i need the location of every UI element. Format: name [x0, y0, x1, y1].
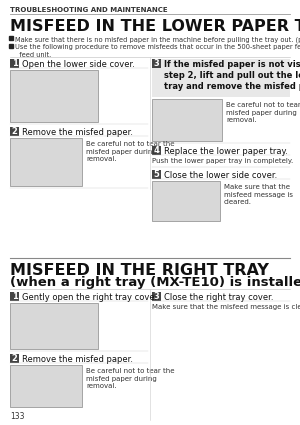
Text: Be careful not to tear the
misfed paper during
removal.: Be careful not to tear the misfed paper … — [86, 141, 175, 162]
Text: Replace the lower paper tray.: Replace the lower paper tray. — [164, 147, 288, 156]
Text: Open the lower side cover.: Open the lower side cover. — [22, 60, 135, 69]
Bar — [10, 292, 19, 301]
Bar — [152, 181, 220, 221]
Bar — [10, 70, 98, 122]
Text: 1: 1 — [12, 292, 17, 301]
Text: Use the following procedure to remove misfeeds that occur in the 500-sheet paper: Use the following procedure to remove mi… — [15, 44, 300, 57]
Text: 2: 2 — [12, 127, 17, 136]
Text: Remove the misfed paper.: Remove the misfed paper. — [22, 355, 133, 364]
Text: 2: 2 — [12, 354, 17, 363]
Bar — [152, 99, 222, 141]
Text: Gently open the right tray cover.: Gently open the right tray cover. — [22, 293, 160, 302]
Bar — [10, 354, 19, 363]
Text: 3: 3 — [154, 59, 159, 68]
Text: If the misfed paper is not visible in
step 2, lift and pull out the lower paper
: If the misfed paper is not visible in st… — [164, 60, 300, 91]
Text: Be careful not to tear the
misfed paper during
removal.: Be careful not to tear the misfed paper … — [226, 102, 300, 123]
Text: Close the right tray cover.: Close the right tray cover. — [164, 293, 274, 302]
Text: Make sure that there is no misfed paper in the machine before pulling the tray o: Make sure that there is no misfed paper … — [15, 36, 300, 42]
Text: Close the lower side cover.: Close the lower side cover. — [164, 171, 277, 180]
Text: (when a right tray (MX-TE10) is installed): (when a right tray (MX-TE10) is installe… — [10, 276, 300, 289]
Text: Push the lower paper tray in completely.: Push the lower paper tray in completely. — [152, 158, 293, 164]
Text: Be careful not to tear the
misfed paper during
removal.: Be careful not to tear the misfed paper … — [86, 368, 175, 389]
Text: 4: 4 — [154, 146, 159, 155]
Bar — [152, 292, 161, 301]
Bar — [152, 170, 161, 179]
Text: 5: 5 — [154, 170, 159, 179]
Text: 3: 3 — [154, 292, 159, 301]
Text: MISFEED IN THE LOWER PAPER TRAY: MISFEED IN THE LOWER PAPER TRAY — [10, 19, 300, 34]
Text: Make sure that the misfeed message is cleared.: Make sure that the misfeed message is cl… — [152, 304, 300, 310]
Text: MISFEED IN THE RIGHT TRAY: MISFEED IN THE RIGHT TRAY — [10, 263, 269, 278]
Bar — [10, 365, 82, 407]
Text: Make sure that the
misfeed message is
cleared.: Make sure that the misfeed message is cl… — [224, 184, 293, 205]
Bar — [152, 146, 161, 155]
Text: TROUBLESHOOTING AND MAINTENANCE: TROUBLESHOOTING AND MAINTENANCE — [10, 7, 168, 13]
Text: 133: 133 — [10, 412, 25, 421]
Bar — [10, 303, 98, 349]
Bar — [10, 59, 19, 68]
Bar — [152, 59, 290, 97]
Bar — [10, 138, 82, 186]
Text: 1: 1 — [12, 59, 17, 68]
Bar — [152, 59, 161, 68]
Bar — [10, 127, 19, 136]
Text: Remove the misfed paper.: Remove the misfed paper. — [22, 128, 133, 137]
